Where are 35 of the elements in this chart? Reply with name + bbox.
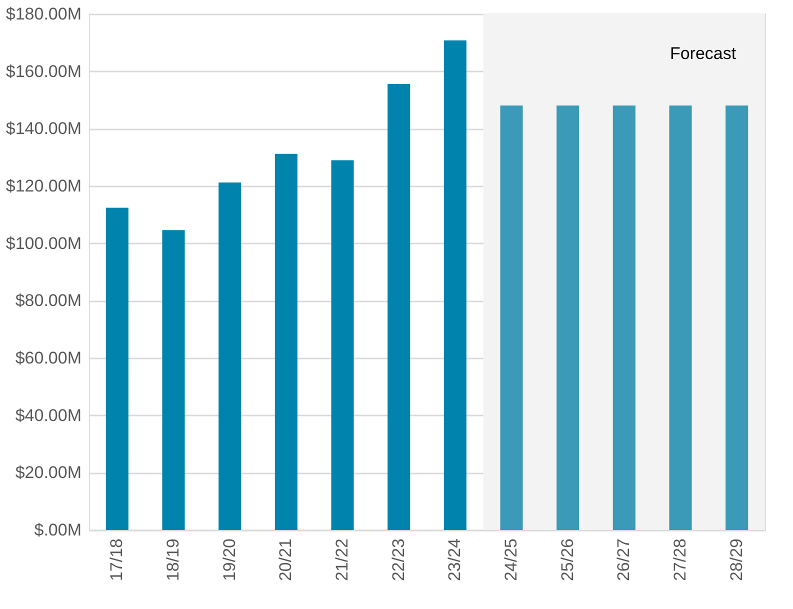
x-tick-label: 20/21 bbox=[276, 538, 296, 582]
y-tick-label: $100.00M bbox=[6, 234, 82, 253]
x-tick-label: 25/26 bbox=[558, 538, 577, 582]
y-tick-label: $20.00M bbox=[15, 463, 82, 482]
x-tick-label: 23/24 bbox=[445, 538, 464, 582]
y-tick-label: $80.00M bbox=[15, 291, 82, 310]
x-tick-label: 22/23 bbox=[388, 538, 408, 582]
bar bbox=[612, 105, 636, 530]
bar bbox=[388, 84, 410, 530]
y-tick-label: $.00M bbox=[34, 520, 82, 540]
band-label: Forecast bbox=[670, 44, 736, 63]
y-tick-label: $60.00M bbox=[15, 348, 82, 368]
y-tick-label: $160.00M bbox=[6, 62, 82, 81]
bar bbox=[726, 105, 748, 530]
bar bbox=[556, 105, 580, 530]
y-tick-label: $140.00M bbox=[6, 119, 82, 138]
x-tick-label: 18/19 bbox=[164, 538, 182, 582]
x-tick-label: 19/20 bbox=[220, 538, 239, 582]
bar bbox=[162, 230, 185, 530]
x-tick-label: 28/29 bbox=[726, 538, 746, 582]
bar bbox=[331, 160, 354, 530]
x-tick-label: 21/22 bbox=[332, 538, 352, 582]
y-tick-label: $180.00M bbox=[6, 4, 82, 24]
bar bbox=[669, 105, 692, 530]
x-tick-label: 24/25 bbox=[502, 538, 520, 582]
x-tick-label: 17/18 bbox=[107, 538, 126, 582]
bar bbox=[444, 40, 466, 530]
bar bbox=[500, 105, 523, 530]
bar bbox=[218, 182, 242, 530]
x-tick-label: 26/27 bbox=[614, 538, 634, 582]
bar bbox=[106, 208, 128, 530]
y-tick-label: $120.00M bbox=[6, 176, 82, 196]
bar bbox=[274, 154, 298, 530]
x-tick-label: 27/28 bbox=[670, 538, 690, 582]
y-tick-label: $40.00M bbox=[15, 406, 82, 425]
